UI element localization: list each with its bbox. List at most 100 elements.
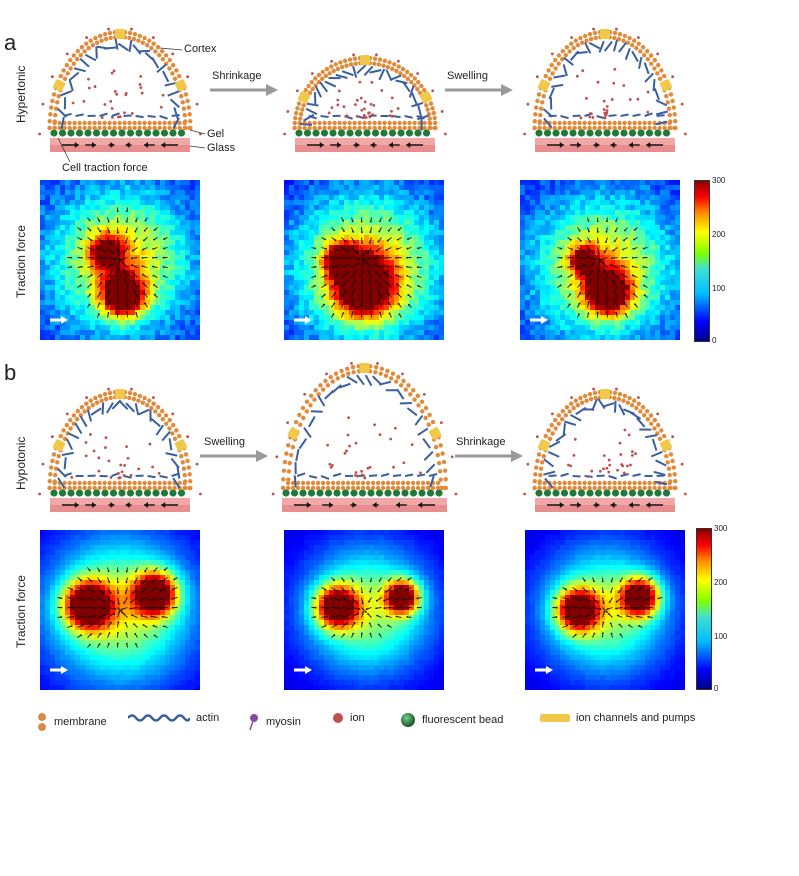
membrane-lipid bbox=[298, 116, 303, 121]
membrane-lipid bbox=[662, 433, 667, 439]
membrane-lipid bbox=[61, 428, 66, 433]
membrane-lipid bbox=[151, 41, 156, 46]
fluorescent-bead bbox=[160, 489, 169, 497]
membrane-lipid bbox=[538, 472, 543, 478]
membrane-lipid bbox=[432, 115, 437, 121]
membrane-lipid bbox=[144, 403, 150, 408]
row-label-traction-a: Traction force bbox=[14, 225, 28, 298]
arrow-label-a1: Shrinkage bbox=[212, 70, 262, 82]
arrow-label-a2: Swelling bbox=[447, 70, 488, 82]
membrane-lipid bbox=[575, 43, 581, 48]
membrane-lipid bbox=[49, 465, 54, 470]
membrane-lipid bbox=[659, 68, 664, 73]
membrane-lipid bbox=[540, 100, 545, 105]
membrane-lipid bbox=[665, 460, 670, 465]
membrane-lipid bbox=[93, 35, 98, 41]
fluorescent-bead bbox=[92, 129, 101, 137]
membrane-lipid bbox=[53, 106, 59, 111]
membrane-lipid bbox=[328, 374, 333, 380]
membrane-lipid bbox=[75, 408, 81, 414]
membrane-lipid bbox=[423, 405, 429, 411]
membrane-lipid bbox=[564, 45, 570, 50]
membrane-lipid bbox=[71, 413, 77, 418]
fluorescent-bead bbox=[662, 129, 671, 137]
membrane-lipid bbox=[627, 395, 632, 401]
fluorescent-bead bbox=[67, 489, 75, 497]
membrane-lipid bbox=[587, 31, 593, 37]
membrane-lipid bbox=[324, 66, 330, 72]
fluorescent-bead bbox=[350, 489, 358, 497]
fluorescent-bead bbox=[101, 489, 109, 497]
membrane-lipid bbox=[419, 399, 425, 404]
membrane-lipid bbox=[147, 38, 152, 43]
membrane-lipid bbox=[303, 87, 308, 93]
membrane-lipid bbox=[433, 444, 439, 450]
membrane-lipid bbox=[298, 422, 303, 427]
membrane-lipid bbox=[308, 403, 313, 408]
fluorescent-bead bbox=[392, 489, 401, 497]
membrane-lipid bbox=[373, 365, 379, 370]
membrane-lipid bbox=[64, 422, 69, 428]
fluorescent-bead bbox=[397, 129, 405, 137]
membrane-lipid bbox=[403, 387, 409, 392]
fluorescent-bead bbox=[388, 129, 397, 137]
membrane-lipid bbox=[323, 378, 328, 384]
arrow-label-b2: Shrinkage bbox=[456, 436, 506, 448]
membrane-lipid bbox=[592, 390, 598, 396]
membrane-lipid bbox=[65, 71, 70, 76]
membrane-lipid bbox=[373, 369, 378, 375]
traction-heatmap-b3 bbox=[525, 530, 685, 690]
cell-diagram-b2 bbox=[271, 361, 458, 512]
membrane-lipid bbox=[159, 48, 165, 54]
membrane-lipid bbox=[667, 112, 672, 118]
membrane-lipid bbox=[617, 31, 623, 37]
fluorescent-bead bbox=[586, 489, 594, 497]
membrane-lipid bbox=[378, 371, 383, 376]
fluorescent-bead bbox=[409, 489, 418, 497]
membrane-lipid bbox=[64, 62, 69, 68]
membrane-lipid bbox=[398, 71, 403, 76]
membrane-lipid bbox=[131, 396, 137, 402]
membrane-lipid bbox=[582, 33, 588, 39]
scale-arrow bbox=[530, 316, 548, 324]
membrane-lipid bbox=[612, 395, 617, 401]
actin-icon bbox=[128, 714, 190, 722]
fluorescent-bead bbox=[354, 129, 363, 137]
membrane-lipid bbox=[53, 472, 58, 478]
membrane-lipid bbox=[102, 391, 108, 397]
membrane-lipid bbox=[541, 453, 546, 459]
membrane-lipid bbox=[612, 30, 618, 36]
fluorescent-bead bbox=[169, 129, 177, 137]
membrane-lipid bbox=[132, 31, 138, 37]
membrane-lipid bbox=[569, 401, 574, 406]
membrane-lipid bbox=[288, 452, 294, 458]
membrane-lipid bbox=[593, 35, 598, 41]
membrane-lipid bbox=[575, 403, 581, 408]
membrane-lipid bbox=[657, 436, 663, 442]
fluorescent-bead bbox=[637, 129, 645, 137]
membrane-lipid bbox=[52, 125, 57, 131]
legend-ion-label: ion bbox=[350, 712, 365, 724]
process-arrow-b1 bbox=[200, 450, 268, 462]
cell-diagram-a1 bbox=[38, 27, 202, 152]
membrane-lipid bbox=[377, 57, 383, 62]
membrane-lipid bbox=[284, 451, 289, 456]
membrane-lipid bbox=[428, 101, 434, 106]
membrane-lipid bbox=[97, 393, 103, 399]
membrane-lipid bbox=[379, 366, 385, 371]
membrane-lipid bbox=[543, 433, 548, 439]
fluorescent-bead bbox=[401, 489, 409, 497]
legend-myosin: myosin bbox=[246, 712, 301, 732]
membrane-lipid bbox=[440, 451, 445, 456]
membrane-lipid bbox=[163, 413, 169, 418]
membrane-lipid bbox=[71, 421, 76, 426]
membrane-lipid bbox=[641, 52, 647, 58]
membrane-lipid bbox=[578, 395, 583, 401]
membrane-lipid bbox=[300, 405, 306, 411]
fluorescent-bead bbox=[418, 489, 426, 497]
membrane-lipid bbox=[108, 35, 113, 41]
membrane-lipid bbox=[329, 64, 334, 69]
membrane-lipid bbox=[435, 452, 441, 458]
membrane-lipid bbox=[136, 38, 141, 43]
membrane-lipid bbox=[404, 69, 410, 75]
